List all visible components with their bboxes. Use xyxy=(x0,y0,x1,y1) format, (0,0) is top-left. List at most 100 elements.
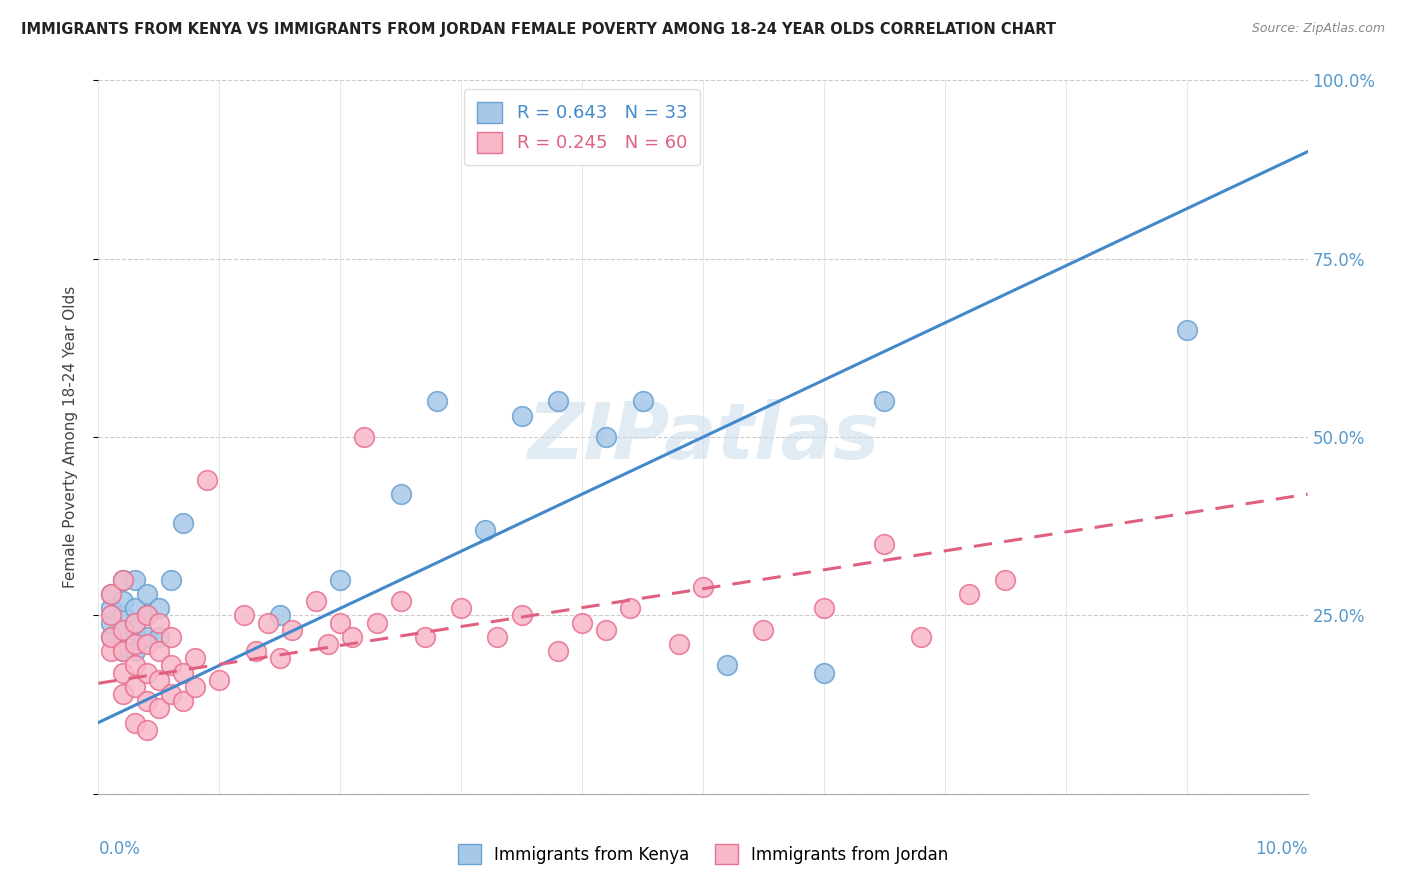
Point xyxy=(135,665,157,680)
Point xyxy=(148,673,170,687)
Point xyxy=(595,430,617,444)
Point xyxy=(342,630,364,644)
Point xyxy=(329,573,352,587)
Point xyxy=(124,573,146,587)
Point xyxy=(474,523,496,537)
Point xyxy=(957,587,980,601)
Point xyxy=(1175,323,1198,337)
Point xyxy=(160,573,183,587)
Point xyxy=(547,394,569,409)
Point xyxy=(269,651,291,665)
Point xyxy=(269,608,291,623)
Point xyxy=(184,680,207,694)
Point xyxy=(111,623,134,637)
Point xyxy=(547,644,569,658)
Point xyxy=(873,537,896,551)
Point xyxy=(813,665,835,680)
Point xyxy=(195,473,218,487)
Point xyxy=(256,615,278,630)
Point xyxy=(281,623,304,637)
Point xyxy=(100,644,122,658)
Point xyxy=(389,594,412,608)
Point xyxy=(413,630,436,644)
Point xyxy=(510,608,533,623)
Point xyxy=(160,687,183,701)
Point xyxy=(135,723,157,737)
Point xyxy=(111,608,134,623)
Text: IMMIGRANTS FROM KENYA VS IMMIGRANTS FROM JORDAN FEMALE POVERTY AMONG 18-24 YEAR : IMMIGRANTS FROM KENYA VS IMMIGRANTS FROM… xyxy=(21,22,1056,37)
Text: 0.0%: 0.0% xyxy=(98,840,141,858)
Point xyxy=(148,615,170,630)
Point xyxy=(148,601,170,615)
Point xyxy=(111,573,134,587)
Point xyxy=(124,715,146,730)
Point xyxy=(100,587,122,601)
Text: Source: ZipAtlas.com: Source: ZipAtlas.com xyxy=(1251,22,1385,36)
Point xyxy=(111,644,134,658)
Point xyxy=(305,594,328,608)
Point xyxy=(389,487,412,501)
Point xyxy=(426,394,449,409)
Point xyxy=(450,601,472,615)
Point xyxy=(124,680,146,694)
Point xyxy=(100,630,122,644)
Point xyxy=(148,630,170,644)
Point xyxy=(111,687,134,701)
Point xyxy=(100,587,122,601)
Point xyxy=(668,637,690,651)
Point xyxy=(510,409,533,423)
Point xyxy=(111,573,134,587)
Point xyxy=(316,637,339,651)
Point xyxy=(124,644,146,658)
Point xyxy=(172,665,194,680)
Point xyxy=(752,623,775,637)
Point xyxy=(172,516,194,530)
Legend: R = 0.643   N = 33, R = 0.245   N = 60: R = 0.643 N = 33, R = 0.245 N = 60 xyxy=(464,89,700,165)
Point xyxy=(148,644,170,658)
Point xyxy=(813,601,835,615)
Point xyxy=(148,701,170,715)
Point xyxy=(994,573,1017,587)
Point xyxy=(111,623,134,637)
Point xyxy=(100,608,122,623)
Point xyxy=(100,630,122,644)
Point xyxy=(692,580,714,594)
Legend: Immigrants from Kenya, Immigrants from Jordan: Immigrants from Kenya, Immigrants from J… xyxy=(451,838,955,871)
Point xyxy=(571,615,593,630)
Point xyxy=(135,587,157,601)
Point xyxy=(873,394,896,409)
Point xyxy=(135,637,157,651)
Point xyxy=(124,601,146,615)
Point xyxy=(124,658,146,673)
Point xyxy=(486,630,509,644)
Point xyxy=(631,394,654,409)
Point xyxy=(160,658,183,673)
Point xyxy=(232,608,254,623)
Point xyxy=(135,608,157,623)
Point xyxy=(124,623,146,637)
Point xyxy=(329,615,352,630)
Point xyxy=(716,658,738,673)
Point xyxy=(111,665,134,680)
Point xyxy=(135,694,157,708)
Point xyxy=(135,630,157,644)
Point xyxy=(595,623,617,637)
Point xyxy=(111,594,134,608)
Text: ZIPatlas: ZIPatlas xyxy=(527,399,879,475)
Point xyxy=(124,615,146,630)
Point xyxy=(208,673,231,687)
Point xyxy=(366,615,388,630)
Point xyxy=(184,651,207,665)
Point xyxy=(619,601,641,615)
Point xyxy=(100,615,122,630)
Point xyxy=(910,630,932,644)
Point xyxy=(135,608,157,623)
Point xyxy=(353,430,375,444)
Point xyxy=(160,630,183,644)
Text: 10.0%: 10.0% xyxy=(1256,840,1308,858)
Point xyxy=(111,644,134,658)
Point xyxy=(245,644,267,658)
Y-axis label: Female Poverty Among 18-24 Year Olds: Female Poverty Among 18-24 Year Olds xyxy=(63,286,77,588)
Point xyxy=(172,694,194,708)
Point xyxy=(124,637,146,651)
